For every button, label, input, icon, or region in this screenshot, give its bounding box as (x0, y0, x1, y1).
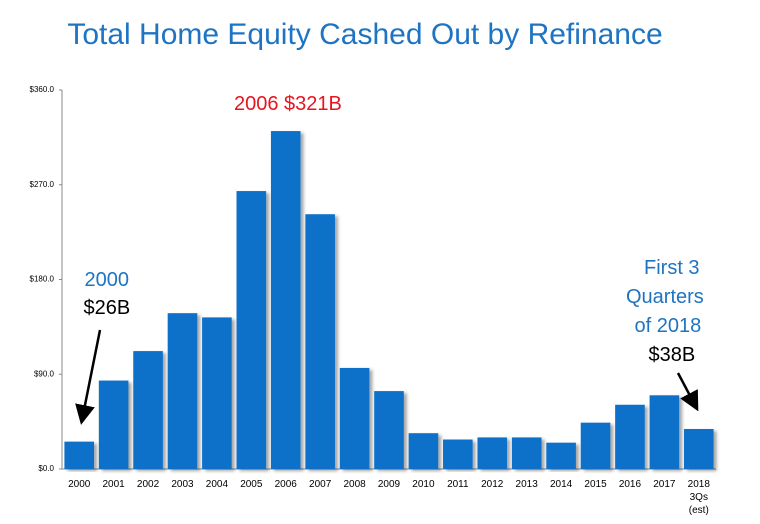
bar (546, 442, 576, 469)
bar (270, 131, 301, 469)
arrow-2000 (75, 329, 102, 425)
x-tick-label: 2017 (653, 479, 676, 490)
annotation: First 3 (644, 257, 700, 279)
x-tick-label: 2002 (136, 479, 160, 490)
x-tick-label: 2011 (447, 479, 469, 490)
y-tick-label: $180.0 (30, 275, 55, 284)
x-tick-label: 2015 (584, 479, 607, 490)
x-tick-label: 2004 (205, 479, 229, 490)
bar (339, 367, 370, 469)
bar (98, 380, 129, 469)
annotation: 2006 $321B (234, 93, 342, 115)
bar (477, 437, 508, 469)
bar (683, 428, 714, 469)
chart-title: Total Home Equity Cashed Out by Refinanc… (67, 18, 663, 51)
bar (408, 433, 439, 469)
x-tick-label: 2016 (618, 479, 642, 490)
annotation: of 2018 (634, 315, 702, 337)
annotation: $38B (648, 344, 696, 366)
y-tick-label: $270.0 (30, 180, 55, 189)
x-tick-label: 2001 (102, 479, 125, 490)
x-tick-label: 2008 (343, 479, 366, 490)
x-tick-label: 2014 (549, 479, 573, 490)
x-tick-label: 2003 (171, 479, 194, 490)
bar (511, 437, 542, 469)
arrow-2018 (676, 372, 699, 412)
annotation: $26B (83, 297, 131, 319)
x-tick-label: 2010 (412, 479, 435, 490)
annotation: Quarters (626, 286, 704, 308)
bar (133, 351, 163, 469)
bar (167, 313, 198, 469)
bar (649, 395, 680, 469)
bar (305, 214, 335, 469)
y-tick-label: $0.0 (38, 464, 54, 473)
bar (236, 191, 267, 470)
x-tick-label: 2000 (68, 479, 91, 490)
bar (202, 317, 232, 469)
annotation: 2000 (84, 269, 130, 291)
y-tick-label: $360.0 (30, 85, 55, 94)
bar (443, 439, 473, 469)
x-tick-label: 2013 (515, 479, 538, 490)
x-tick-label: 2018 3Qs (est) (687, 479, 710, 516)
x-tick-label: 2012 (481, 479, 504, 490)
bar (374, 391, 404, 469)
y-tick-label: $90.0 (34, 369, 55, 378)
x-tick-label: 2005 (240, 479, 263, 490)
bar (580, 422, 611, 469)
x-tick-label: 2009 (377, 479, 401, 490)
x-tick-label: 2006 (274, 479, 297, 490)
x-tick-label: 2007 (309, 479, 332, 490)
bar (615, 404, 645, 469)
bar (64, 441, 95, 469)
